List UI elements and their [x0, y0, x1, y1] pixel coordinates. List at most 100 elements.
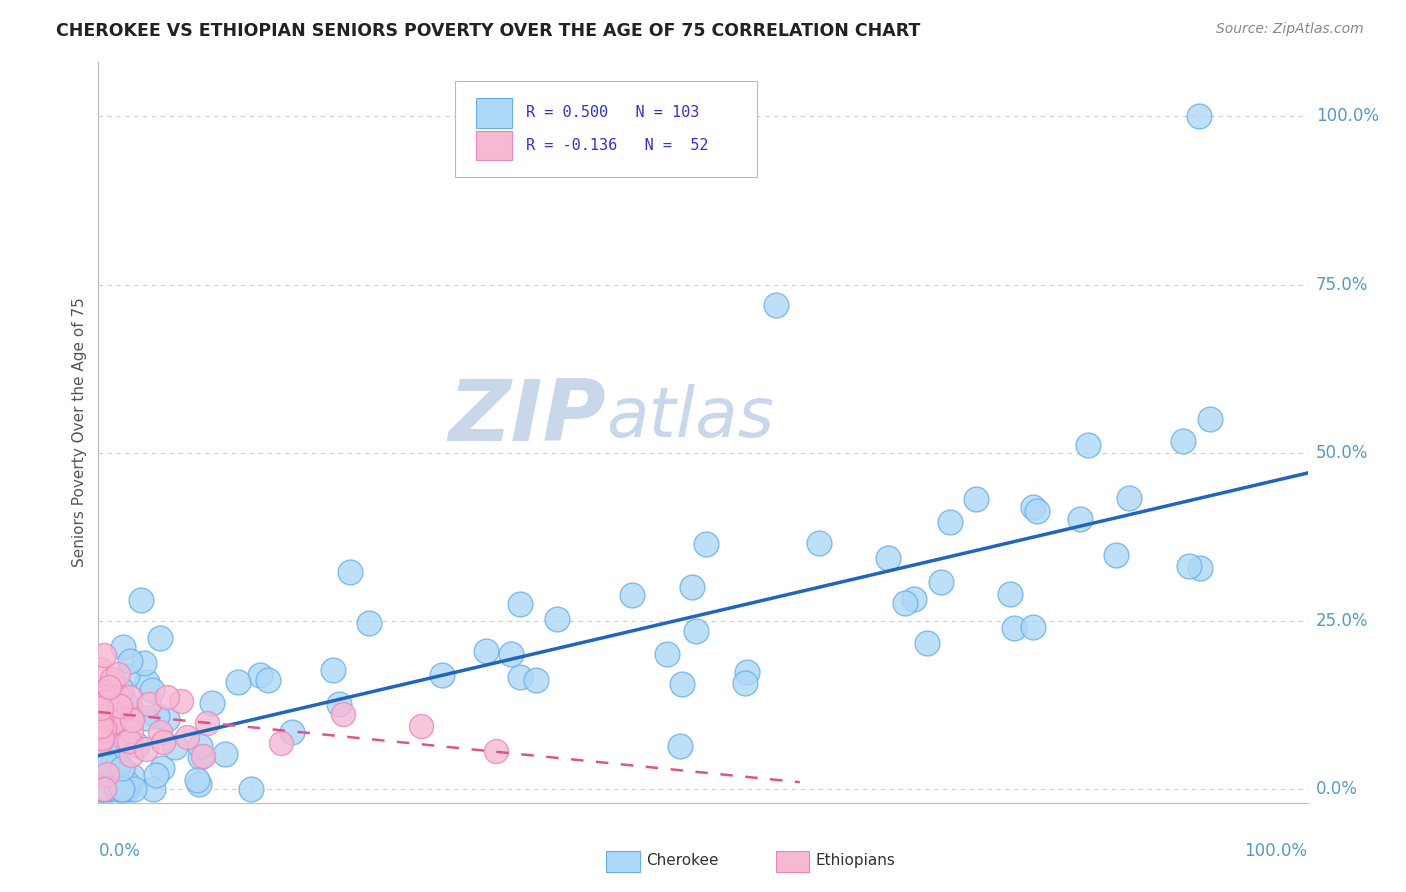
- Point: [112, 728, 135, 742]
- Text: ZIP: ZIP: [449, 376, 606, 459]
- Point: [90, 719, 112, 733]
- Point: [917, 636, 939, 650]
- Point: [93, 703, 115, 717]
- Point: [98, 782, 121, 797]
- Point: [526, 673, 548, 687]
- Point: [485, 744, 508, 758]
- Point: [475, 644, 498, 658]
- Point: [765, 298, 787, 312]
- Point: [1199, 412, 1222, 426]
- Point: [807, 536, 830, 550]
- Point: [332, 706, 354, 721]
- FancyBboxPatch shape: [475, 98, 512, 128]
- Point: [114, 782, 136, 797]
- Point: [501, 647, 523, 661]
- Point: [120, 748, 142, 763]
- Point: [894, 596, 917, 610]
- Point: [359, 615, 381, 630]
- Point: [93, 782, 115, 797]
- Point: [96, 718, 118, 732]
- Point: [89, 688, 111, 702]
- Point: [1178, 558, 1201, 573]
- Point: [186, 772, 208, 787]
- Point: [120, 690, 142, 704]
- Point: [101, 764, 124, 778]
- Point: [100, 742, 122, 756]
- Point: [1022, 500, 1045, 515]
- Point: [89, 695, 111, 709]
- Point: [105, 782, 128, 797]
- Point: [152, 735, 174, 749]
- Point: [98, 704, 121, 718]
- Point: [127, 738, 149, 752]
- Point: [117, 782, 139, 797]
- Point: [112, 693, 135, 707]
- Point: [107, 707, 129, 722]
- Point: [138, 697, 160, 711]
- Point: [107, 756, 129, 771]
- Point: [94, 695, 117, 709]
- Point: [100, 714, 122, 728]
- Point: [146, 709, 169, 723]
- Point: [432, 668, 454, 682]
- Text: CHEROKEE VS ETHIOPIAN SENIORS POVERTY OVER THE AGE OF 75 CORRELATION CHART: CHEROKEE VS ETHIOPIAN SENIORS POVERTY OV…: [56, 22, 921, 40]
- Point: [110, 698, 132, 713]
- Text: 0.0%: 0.0%: [98, 842, 141, 860]
- Text: 100.0%: 100.0%: [1244, 842, 1308, 860]
- Point: [115, 775, 138, 789]
- Point: [89, 736, 111, 750]
- Point: [685, 624, 707, 638]
- Point: [89, 704, 111, 718]
- Point: [148, 724, 170, 739]
- Point: [115, 669, 138, 683]
- Point: [509, 670, 531, 684]
- Point: [111, 782, 134, 797]
- Point: [339, 566, 361, 580]
- Point: [187, 777, 209, 791]
- Point: [409, 719, 432, 733]
- Point: [118, 654, 141, 668]
- Point: [97, 734, 120, 748]
- Point: [903, 592, 925, 607]
- Point: [90, 782, 112, 797]
- Point: [118, 700, 141, 714]
- Point: [97, 782, 120, 797]
- Point: [191, 748, 214, 763]
- Point: [107, 666, 129, 681]
- Point: [695, 537, 717, 551]
- FancyBboxPatch shape: [475, 130, 512, 161]
- Point: [93, 648, 115, 662]
- Point: [132, 656, 155, 670]
- FancyBboxPatch shape: [456, 81, 758, 178]
- Point: [141, 682, 163, 697]
- Point: [120, 710, 142, 724]
- Y-axis label: Seniors Poverty Over the Age of 75: Seniors Poverty Over the Age of 75: [72, 298, 87, 567]
- Point: [135, 742, 157, 756]
- Point: [1002, 621, 1025, 635]
- Point: [96, 757, 118, 772]
- Point: [1022, 620, 1045, 634]
- Point: [100, 672, 122, 686]
- Point: [110, 682, 132, 697]
- Point: [129, 592, 152, 607]
- Point: [170, 694, 193, 708]
- Point: [142, 782, 165, 797]
- Point: [249, 668, 271, 682]
- FancyBboxPatch shape: [606, 851, 640, 871]
- Text: 100.0%: 100.0%: [1316, 107, 1379, 125]
- FancyBboxPatch shape: [776, 851, 810, 871]
- Text: Cherokee: Cherokee: [647, 853, 718, 868]
- Point: [121, 714, 143, 728]
- Point: [111, 760, 134, 774]
- Point: [134, 711, 156, 725]
- Point: [156, 712, 179, 726]
- Point: [111, 640, 134, 654]
- Point: [120, 707, 142, 722]
- Point: [195, 716, 218, 731]
- Point: [1026, 504, 1049, 518]
- Text: 75.0%: 75.0%: [1316, 276, 1368, 293]
- Point: [214, 747, 236, 761]
- Point: [257, 673, 280, 687]
- Point: [931, 575, 953, 590]
- Point: [877, 551, 900, 566]
